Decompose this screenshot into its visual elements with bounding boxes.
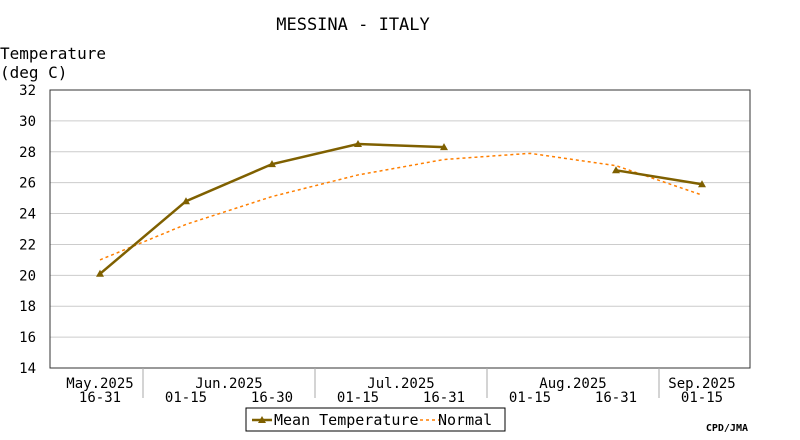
- mean-point-marker: [440, 143, 448, 151]
- y-axis-label-line2: (deg C): [0, 63, 67, 82]
- normal-line: [99, 152, 703, 261]
- legend-normal-label: Normal: [438, 411, 492, 429]
- y-axis-label-line1: Temperature: [0, 44, 106, 63]
- y-tick-label: 24: [19, 207, 36, 223]
- series-mean-temperature: [96, 140, 706, 277]
- mean-point-marker: [268, 160, 276, 168]
- y-axis-ticks: 14 16 18 20 22 24 26 28 30 32: [19, 83, 36, 377]
- plot-area-border: [49, 89, 751, 369]
- y-tick-label: 32: [19, 83, 36, 99]
- mean-point-marker: [698, 180, 706, 188]
- legend-box: [245, 407, 506, 432]
- x-period-label: 01-15: [509, 390, 551, 406]
- mean-line-segment: [615, 169, 703, 186]
- x-period-label: 16-31: [423, 390, 465, 406]
- mean-point-marker: [612, 166, 620, 174]
- series-normal: [99, 152, 703, 261]
- x-period-label: 16-31: [595, 390, 637, 406]
- legend-mean-label: Mean Temperature: [274, 411, 419, 429]
- y-tick-label: 20: [19, 268, 36, 284]
- source-label: CPD/JMA: [706, 423, 748, 434]
- y-tick-label: 30: [19, 114, 36, 130]
- x-period-label: 01-15: [337, 390, 379, 406]
- x-period-label: 16-30: [251, 390, 293, 406]
- x-month-label: May.2025: [66, 376, 133, 392]
- chart-title: MESSINA - ITALY: [276, 15, 430, 35]
- x-period-label: 16-31: [79, 390, 121, 406]
- y-tick-label: 14: [19, 361, 36, 377]
- grid: [50, 120, 750, 338]
- x-month-label: Sep.2025: [668, 376, 735, 392]
- mean-point-marker: [182, 197, 190, 205]
- y-tick-label: 28: [19, 145, 36, 161]
- legend: Mean Temperature Normal: [245, 407, 506, 432]
- mean-point-marker: [354, 140, 362, 148]
- x-month-label: Jun.2025: [195, 376, 262, 392]
- y-tick-label: 16: [19, 330, 36, 346]
- x-period-label: 01-15: [165, 390, 207, 406]
- y-tick-label: 22: [19, 237, 36, 253]
- mean-point-marker: [96, 269, 104, 277]
- x-period-label: 01-15: [681, 390, 723, 406]
- y-tick-label: 26: [19, 176, 36, 192]
- x-axis-ticks: May.2025 Jun.2025 Jul.2025 Aug.2025 Sep.2025…: [66, 368, 736, 406]
- x-month-label: Aug.2025: [539, 376, 606, 392]
- y-tick-label: 18: [19, 299, 36, 315]
- x-month-label: Jul.2025: [367, 376, 434, 392]
- legend-mean-marker-icon: [258, 416, 266, 423]
